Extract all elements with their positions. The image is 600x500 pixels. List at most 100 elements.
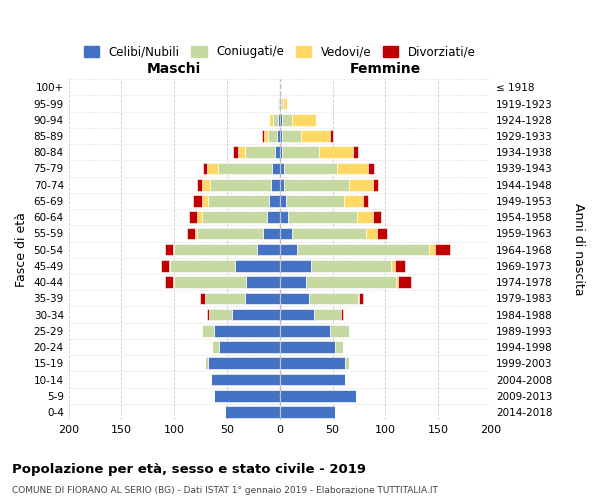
Bar [271, 179, 280, 190]
Bar [282, 130, 301, 142]
Bar [283, 98, 287, 110]
Bar [280, 82, 281, 93]
Bar [301, 130, 331, 142]
Bar [197, 179, 202, 190]
Bar [341, 308, 343, 320]
Bar [284, 162, 337, 174]
Bar [280, 292, 310, 304]
Bar [391, 260, 395, 272]
Bar [428, 244, 435, 256]
Bar [257, 244, 280, 256]
Bar [368, 162, 374, 174]
Bar [373, 179, 378, 190]
Legend: Celibi/Nubili, Coniugati/e, Vedovi/e, Divorziati/e: Celibi/Nubili, Coniugati/e, Vedovi/e, Di… [79, 40, 481, 63]
Bar [435, 244, 450, 256]
Bar [280, 146, 282, 158]
Text: Maschi: Maschi [147, 62, 202, 76]
Bar [359, 292, 363, 304]
Bar [310, 292, 358, 304]
Bar [311, 260, 391, 272]
Bar [277, 98, 278, 110]
Bar [275, 146, 280, 158]
Bar [345, 358, 349, 369]
Bar [207, 162, 218, 174]
Bar [280, 374, 345, 386]
Bar [280, 308, 314, 320]
Bar [280, 212, 288, 223]
Bar [196, 228, 197, 239]
Bar [277, 130, 280, 142]
Bar [262, 130, 264, 142]
Bar [263, 228, 280, 239]
Bar [282, 114, 292, 126]
Bar [173, 244, 174, 256]
Bar [238, 146, 245, 158]
Bar [280, 406, 335, 418]
Bar [246, 276, 280, 288]
Bar [398, 276, 411, 288]
Text: Popolazione per età, sesso e stato civile - 2019: Popolazione per età, sesso e stato civil… [12, 462, 366, 475]
Bar [349, 179, 373, 190]
Bar [357, 212, 373, 223]
Bar [189, 212, 197, 223]
Bar [292, 114, 316, 126]
Bar [203, 162, 207, 174]
Bar [353, 146, 358, 158]
Bar [280, 162, 284, 174]
Bar [174, 276, 246, 288]
Bar [284, 179, 349, 190]
Bar [212, 341, 218, 353]
Bar [210, 179, 271, 190]
Bar [280, 130, 282, 142]
Bar [280, 228, 292, 239]
Bar [344, 195, 363, 207]
Bar [197, 228, 263, 239]
Bar [207, 308, 209, 320]
Bar [280, 390, 356, 402]
Bar [319, 146, 353, 158]
Text: Femmine: Femmine [350, 62, 421, 76]
Bar [161, 260, 169, 272]
Bar [280, 195, 286, 207]
Text: COMUNE DI FIORANO AL SERIO (BG) - Dati ISTAT 1° gennaio 2019 - Elaborazione TUTT: COMUNE DI FIORANO AL SERIO (BG) - Dati I… [12, 486, 438, 495]
Bar [235, 260, 280, 272]
Y-axis label: Anni di nascita: Anni di nascita [572, 204, 585, 296]
Bar [169, 260, 170, 272]
Bar [202, 195, 208, 207]
Bar [211, 374, 280, 386]
Bar [280, 358, 345, 369]
Bar [363, 195, 368, 207]
Bar [233, 146, 238, 158]
Bar [396, 276, 398, 288]
Bar [306, 276, 396, 288]
Bar [282, 146, 319, 158]
Bar [264, 130, 268, 142]
Bar [280, 325, 331, 336]
Bar [280, 98, 281, 110]
Bar [279, 98, 280, 110]
Bar [335, 341, 343, 353]
Bar [205, 358, 208, 369]
Bar [331, 325, 349, 336]
Bar [208, 195, 269, 207]
Bar [286, 195, 344, 207]
Bar [218, 341, 280, 353]
Bar [280, 114, 282, 126]
Bar [232, 308, 280, 320]
Bar [225, 406, 280, 418]
Bar [280, 341, 335, 353]
Bar [187, 228, 196, 239]
Bar [331, 130, 332, 142]
Bar [274, 114, 278, 126]
Bar [193, 195, 202, 207]
Bar [214, 325, 280, 336]
Bar [272, 162, 280, 174]
Bar [205, 292, 245, 304]
Bar [337, 162, 368, 174]
Bar [268, 130, 277, 142]
Bar [373, 212, 381, 223]
Bar [395, 260, 406, 272]
Bar [209, 308, 232, 320]
Bar [278, 114, 280, 126]
Bar [170, 260, 235, 272]
